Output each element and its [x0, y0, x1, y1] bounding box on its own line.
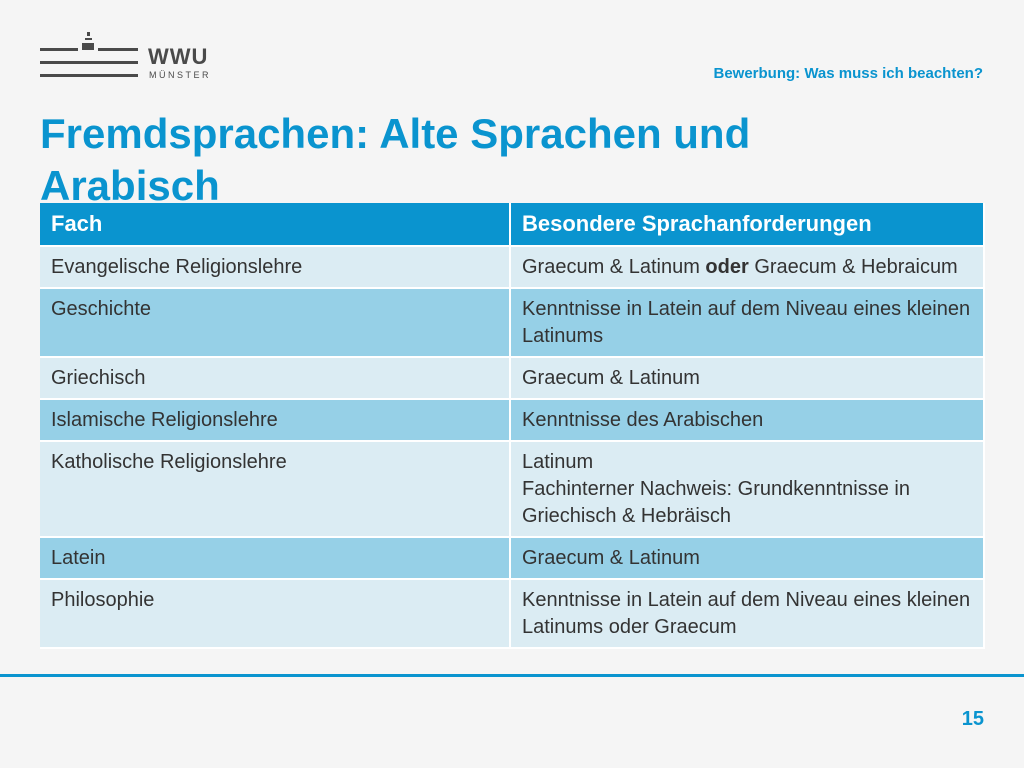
cell-requirement: Kenntnisse in Latein auf dem Niveau eine… — [510, 579, 985, 649]
requirement-text: Graecum & Latinum — [522, 256, 706, 278]
requirement-text: Graecum & Hebraicum — [748, 256, 958, 278]
table-row: Griechisch Graecum & Latinum — [40, 357, 985, 400]
language-requirements-table: Fach Besondere Sprachanforderungen Evang… — [40, 203, 985, 649]
logo-wordmark: WWU — [148, 44, 209, 69]
table-row: Katholische Religionslehre Latinum Fachin… — [40, 441, 985, 538]
cell-requirement: Kenntnisse in Latein auf dem Niveau eine… — [510, 288, 985, 358]
cell-requirement: Graecum & Latinum — [510, 537, 985, 580]
cell-fach: Islamische Religionslehre — [40, 399, 511, 442]
table-row: Latein Graecum & Latinum — [40, 537, 985, 580]
column-header-anforderungen: Besondere Sprachanforderungen — [510, 203, 985, 247]
requirement-line: Latinum — [522, 451, 594, 473]
column-header-fach: Fach — [40, 203, 511, 247]
table-row: Geschichte Kenntnisse in Latein auf dem … — [40, 288, 985, 358]
cell-fach: Geschichte — [40, 288, 511, 358]
cell-fach: Evangelische Religionslehre — [40, 246, 511, 289]
cell-requirement: Latinum Fachinterner Nachweis: Grundkennt… — [510, 441, 985, 538]
cell-requirement: Kenntnisse des Arabischen — [510, 399, 985, 442]
header-subtitle: Bewerbung: Was muss ich beachten? — [713, 65, 984, 82]
cell-fach: Katholische Religionslehre — [40, 441, 511, 538]
cell-fach: Griechisch — [40, 357, 511, 400]
cell-fach: Philosophie — [40, 579, 511, 649]
table-row: Philosophie Kenntnisse in Latein auf dem… — [40, 579, 985, 649]
requirement-line: Fachinterner Nachweis: Grundkenntnisse i… — [522, 478, 910, 527]
logo-icon — [40, 32, 138, 77]
page-title: Fremdsprachen: Alte Sprachen und Arabisc… — [40, 110, 751, 209]
page-number: 15 — [961, 708, 984, 730]
table-header-row: Fach Besondere Sprachanforderungen — [40, 203, 985, 247]
footer-divider — [0, 674, 1024, 677]
table-row: Islamische Religionslehre Kenntnisse des… — [40, 399, 985, 442]
table-row: Evangelische Religionslehre Graecum & La… — [40, 246, 985, 289]
cell-requirement: Graecum & Latinum oder Graecum & Hebraic… — [510, 246, 985, 289]
cell-fach: Latein — [40, 537, 511, 580]
cell-requirement: Graecum & Latinum — [510, 357, 985, 400]
requirement-emphasis: oder — [705, 256, 749, 278]
logo-subtext: MÜNSTER — [149, 70, 211, 80]
